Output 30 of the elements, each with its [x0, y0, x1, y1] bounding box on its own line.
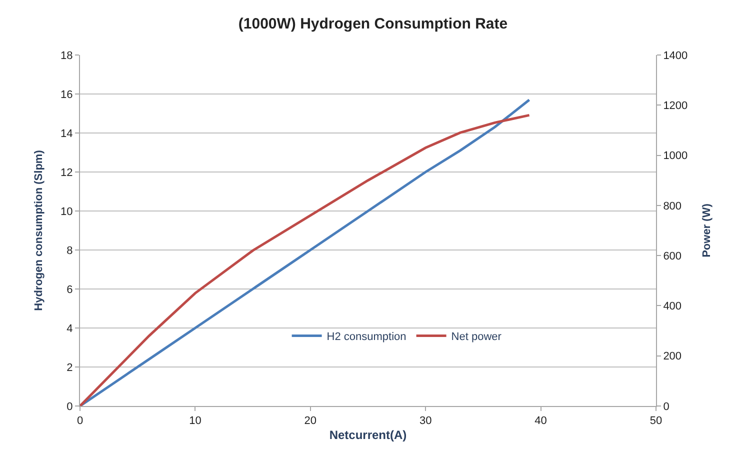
y-tick-label: 14: [60, 128, 73, 140]
y2-tick-label: 400: [663, 300, 682, 313]
y-tick-label: 18: [60, 50, 73, 62]
legend-label: Net power: [451, 331, 502, 344]
y-tick-label: 6: [66, 284, 73, 296]
y2-tick-label: 1200: [663, 100, 688, 112]
y2-tick-label: 1400: [663, 50, 688, 62]
y-tick-label: 4: [66, 322, 73, 335]
x-tick-label: 20: [304, 415, 317, 428]
x-tick-label: 30: [419, 415, 432, 428]
legend-label: H2 consumption: [326, 331, 406, 344]
y-tick-label: 2: [66, 362, 73, 374]
x-tick-label: 40: [534, 415, 547, 428]
x-tick-label: 0: [76, 415, 84, 428]
y-tick-label: 16: [60, 88, 73, 101]
y2-tick-label: 0: [663, 400, 670, 413]
y2-axis-title: Power (W): [700, 203, 713, 258]
y2-tick-label: 600: [663, 250, 682, 262]
y-tick-label: 8: [66, 244, 73, 257]
y2-tick-label: 200: [663, 350, 682, 363]
y-tick-label: 0: [66, 400, 73, 413]
y-axis-title: Hydrogen consumption (Slpm): [33, 150, 46, 311]
x-axis-title: Netcurrent(A): [329, 428, 407, 442]
y2-tick-label: 1000: [663, 150, 688, 162]
x-tick-label: 50: [650, 415, 662, 428]
x-tick-label: 10: [189, 415, 202, 428]
y-tick-label: 12: [60, 166, 73, 179]
y2-tick-label: 800: [663, 200, 682, 212]
y-tick-label: 10: [60, 206, 73, 218]
chart-title: (1000W) Hydrogen Consumption Rate: [238, 16, 508, 33]
